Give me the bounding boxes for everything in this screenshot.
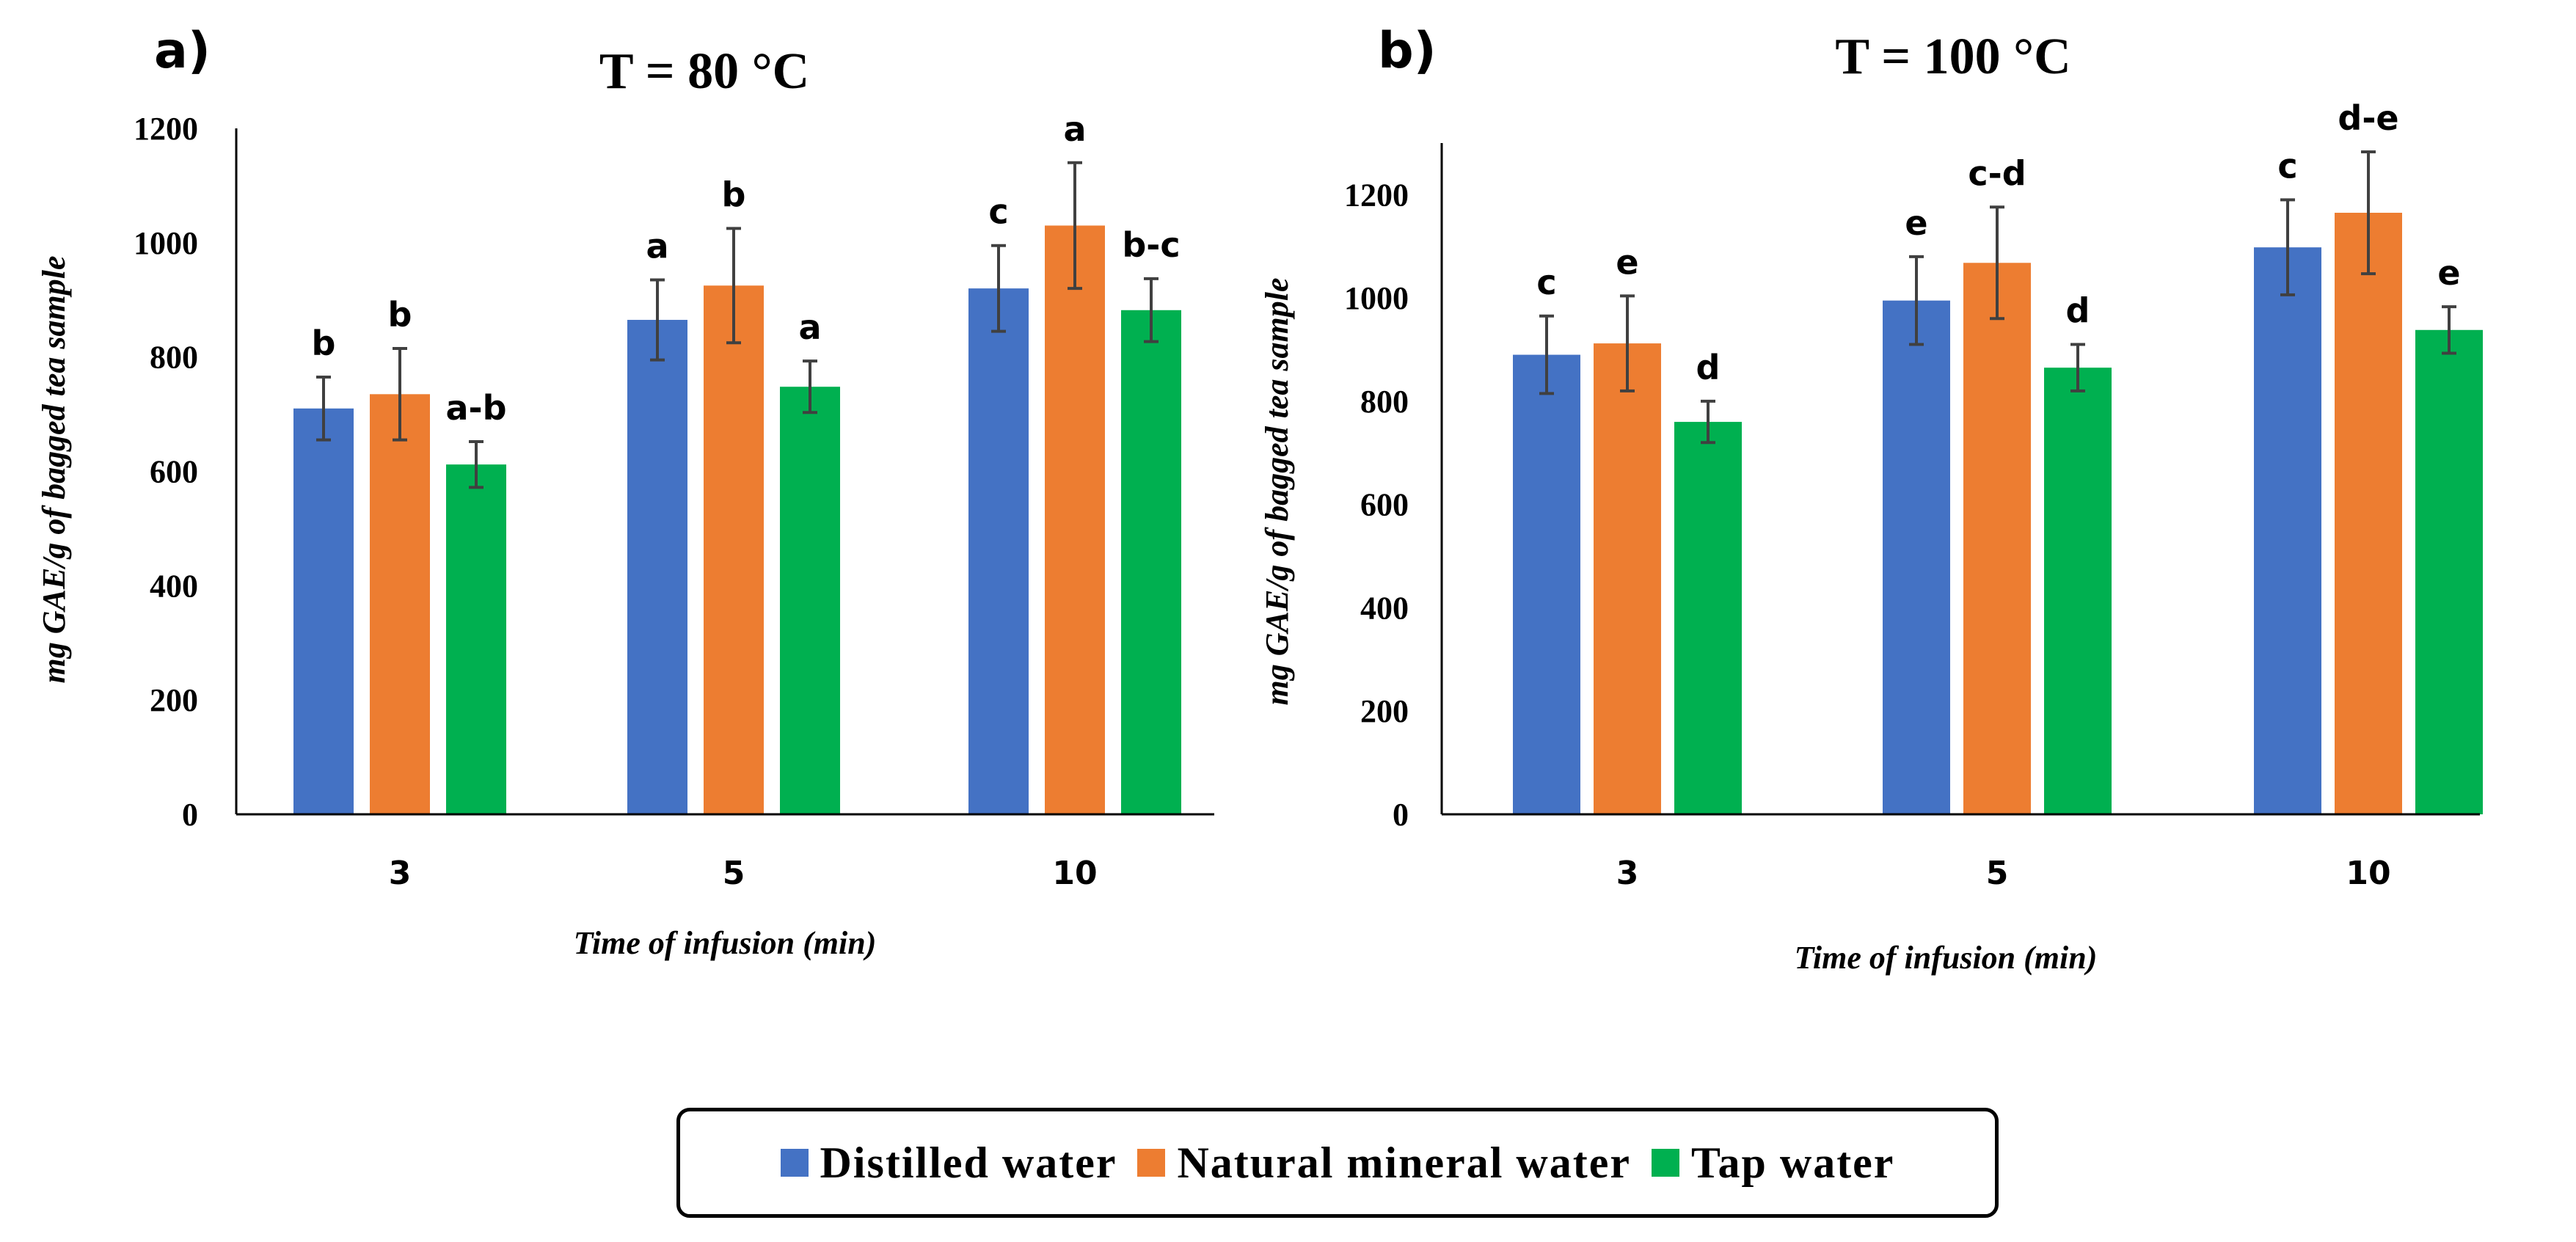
legend-item-mineral: Natural mineral water bbox=[1137, 1138, 1631, 1188]
panel-b-x-ticks: 3 5 10 bbox=[1616, 855, 2391, 892]
panel-b-bar-mineral bbox=[2335, 213, 2402, 814]
panel-b-significance-label: d bbox=[2066, 291, 2090, 331]
chart-panel-b: b) T = 100 °C mg GAE/g of bagged tea sam… bbox=[1259, 22, 2483, 976]
panel-b-xtick-label: 10 bbox=[2346, 855, 2390, 892]
panel-a-x-ticks: 3 5 10 bbox=[389, 855, 1098, 892]
panel-a-bar-distilled bbox=[293, 408, 354, 814]
panel-a-significance-label: a bbox=[646, 226, 668, 266]
panel-a-letter: a) bbox=[154, 22, 211, 80]
panel-b-bars: c e c e c-d d-e d d e bbox=[1513, 98, 2483, 815]
panel-a-significance-label: b bbox=[722, 175, 746, 214]
panel-b-bar-tap bbox=[1674, 422, 1742, 814]
legend-swatch-mineral bbox=[1137, 1149, 1166, 1177]
panel-a-xtick-label: 5 bbox=[723, 855, 745, 892]
panel-b-xtick-label: 3 bbox=[1616, 855, 1639, 892]
panel-b-x-axis-label: Time of infusion (min) bbox=[1795, 940, 2098, 976]
panel-a-ytick-label: 600 bbox=[150, 454, 198, 490]
panel-a-bar-distilled bbox=[627, 320, 687, 814]
panel-b-axes bbox=[1440, 143, 2480, 816]
panel-b-ytick-label: 600 bbox=[1360, 487, 1409, 523]
panel-b-bar-tap bbox=[2044, 368, 2112, 814]
panel-b-xtick-label: 5 bbox=[1986, 855, 2009, 892]
legend-label-tap: Tap water bbox=[1690, 1138, 1895, 1187]
panel-b-ytick-label: 1200 bbox=[1344, 177, 1409, 213]
panel-b-bar-mineral bbox=[1963, 263, 2031, 814]
panel-b-y-axis-label: mg GAE/g of bagged tea sample bbox=[1259, 278, 1295, 706]
panel-a-significance-label: b bbox=[312, 324, 336, 363]
legend-item-distilled: Distilled water bbox=[780, 1138, 1117, 1188]
panel-a-ytick-label: 400 bbox=[150, 568, 198, 604]
panel-b-ytick-label: 1000 bbox=[1344, 280, 1409, 316]
panel-a-ytick-label: 800 bbox=[150, 340, 198, 376]
panel-a-bar-tap bbox=[780, 387, 840, 814]
panel-a-xtick-label: 3 bbox=[389, 855, 412, 892]
panel-b-significance-label: c bbox=[2277, 146, 2297, 186]
panel-a-ytick-label: 1000 bbox=[134, 225, 198, 261]
panel-a-bar-tap bbox=[446, 464, 506, 814]
panel-a-bar-mineral bbox=[370, 394, 430, 814]
panel-a-ytick-label: 1200 bbox=[134, 111, 198, 147]
panel-b-title: T = 100 °C bbox=[1835, 29, 2070, 85]
chart-panel-a: a) T = 80 °C mg GAE/g of bagged tea samp… bbox=[36, 22, 1214, 961]
panel-b-letter: b) bbox=[1378, 22, 1437, 80]
panel-a-bars: b a c b b a a-b a b-c bbox=[293, 109, 1181, 815]
legend: Distilled water Natural mineral water Ta… bbox=[676, 1108, 1999, 1218]
panel-a-xtick-label: 10 bbox=[1052, 855, 1097, 892]
panel-a-y-axis-label: mg GAE/g of bagged tea sample bbox=[36, 256, 72, 684]
panel-a-ytick-label: 0 bbox=[182, 797, 198, 833]
panel-b-ytick-label: 200 bbox=[1360, 693, 1409, 729]
panel-a-axes bbox=[235, 128, 1214, 816]
panel-b-significance-label: e bbox=[2437, 253, 2460, 293]
panel-a-bar-distilled bbox=[968, 288, 1029, 815]
panel-b-significance-label: e bbox=[1616, 242, 1638, 282]
legend-item-tap: Tap water bbox=[1651, 1138, 1895, 1188]
panel-b-ytick-label: 800 bbox=[1360, 384, 1409, 420]
panel-b-significance-label: e bbox=[1905, 203, 1927, 243]
panel-a-significance-label: c bbox=[988, 192, 1008, 232]
panel-b-y-ticks: 0 200 400 600 800 1000 1200 bbox=[1344, 177, 1409, 833]
panel-a-significance-label: a-b bbox=[445, 388, 506, 428]
panel-b-bar-distilled bbox=[2254, 247, 2321, 815]
panel-b-significance-label: d bbox=[1696, 348, 1721, 387]
panel-a-significance-label: b bbox=[388, 295, 412, 335]
panel-b-bar-mineral bbox=[1594, 343, 1661, 815]
panel-a-bar-mineral bbox=[1045, 225, 1105, 814]
panel-a-x-axis-label: Time of infusion (min) bbox=[574, 925, 877, 961]
legend-label-distilled: Distilled water bbox=[820, 1138, 1117, 1187]
legend-swatch-tap bbox=[1651, 1149, 1679, 1177]
panel-a-y-ticks: 0 200 400 600 800 1000 1200 bbox=[134, 111, 198, 833]
legend-swatch-distilled bbox=[780, 1149, 809, 1177]
panel-b-bar-tap bbox=[2415, 329, 2483, 814]
panel-a-significance-label: b-c bbox=[1122, 225, 1180, 265]
panel-b-significance-label: d-e bbox=[2338, 98, 2398, 138]
panel-a-bar-tap bbox=[1121, 310, 1181, 814]
legend-label-mineral: Natural mineral water bbox=[1177, 1138, 1631, 1187]
panel-a-bar-mineral bbox=[704, 285, 764, 814]
panel-b-ytick-label: 400 bbox=[1360, 590, 1409, 626]
panel-b-significance-label: c-d bbox=[1968, 153, 2026, 193]
panel-a-ytick-label: 200 bbox=[150, 682, 198, 718]
panel-b-bar-distilled bbox=[1883, 300, 1950, 814]
panel-b-significance-label: c bbox=[1536, 263, 1556, 302]
panel-b-bar-distilled bbox=[1513, 354, 1580, 815]
panel-a-significance-label: a bbox=[798, 307, 821, 347]
panel-b-ytick-label: 0 bbox=[1393, 797, 1409, 833]
panel-a-title: T = 80 °C bbox=[599, 43, 809, 100]
panel-a-significance-label: a bbox=[1063, 109, 1086, 149]
